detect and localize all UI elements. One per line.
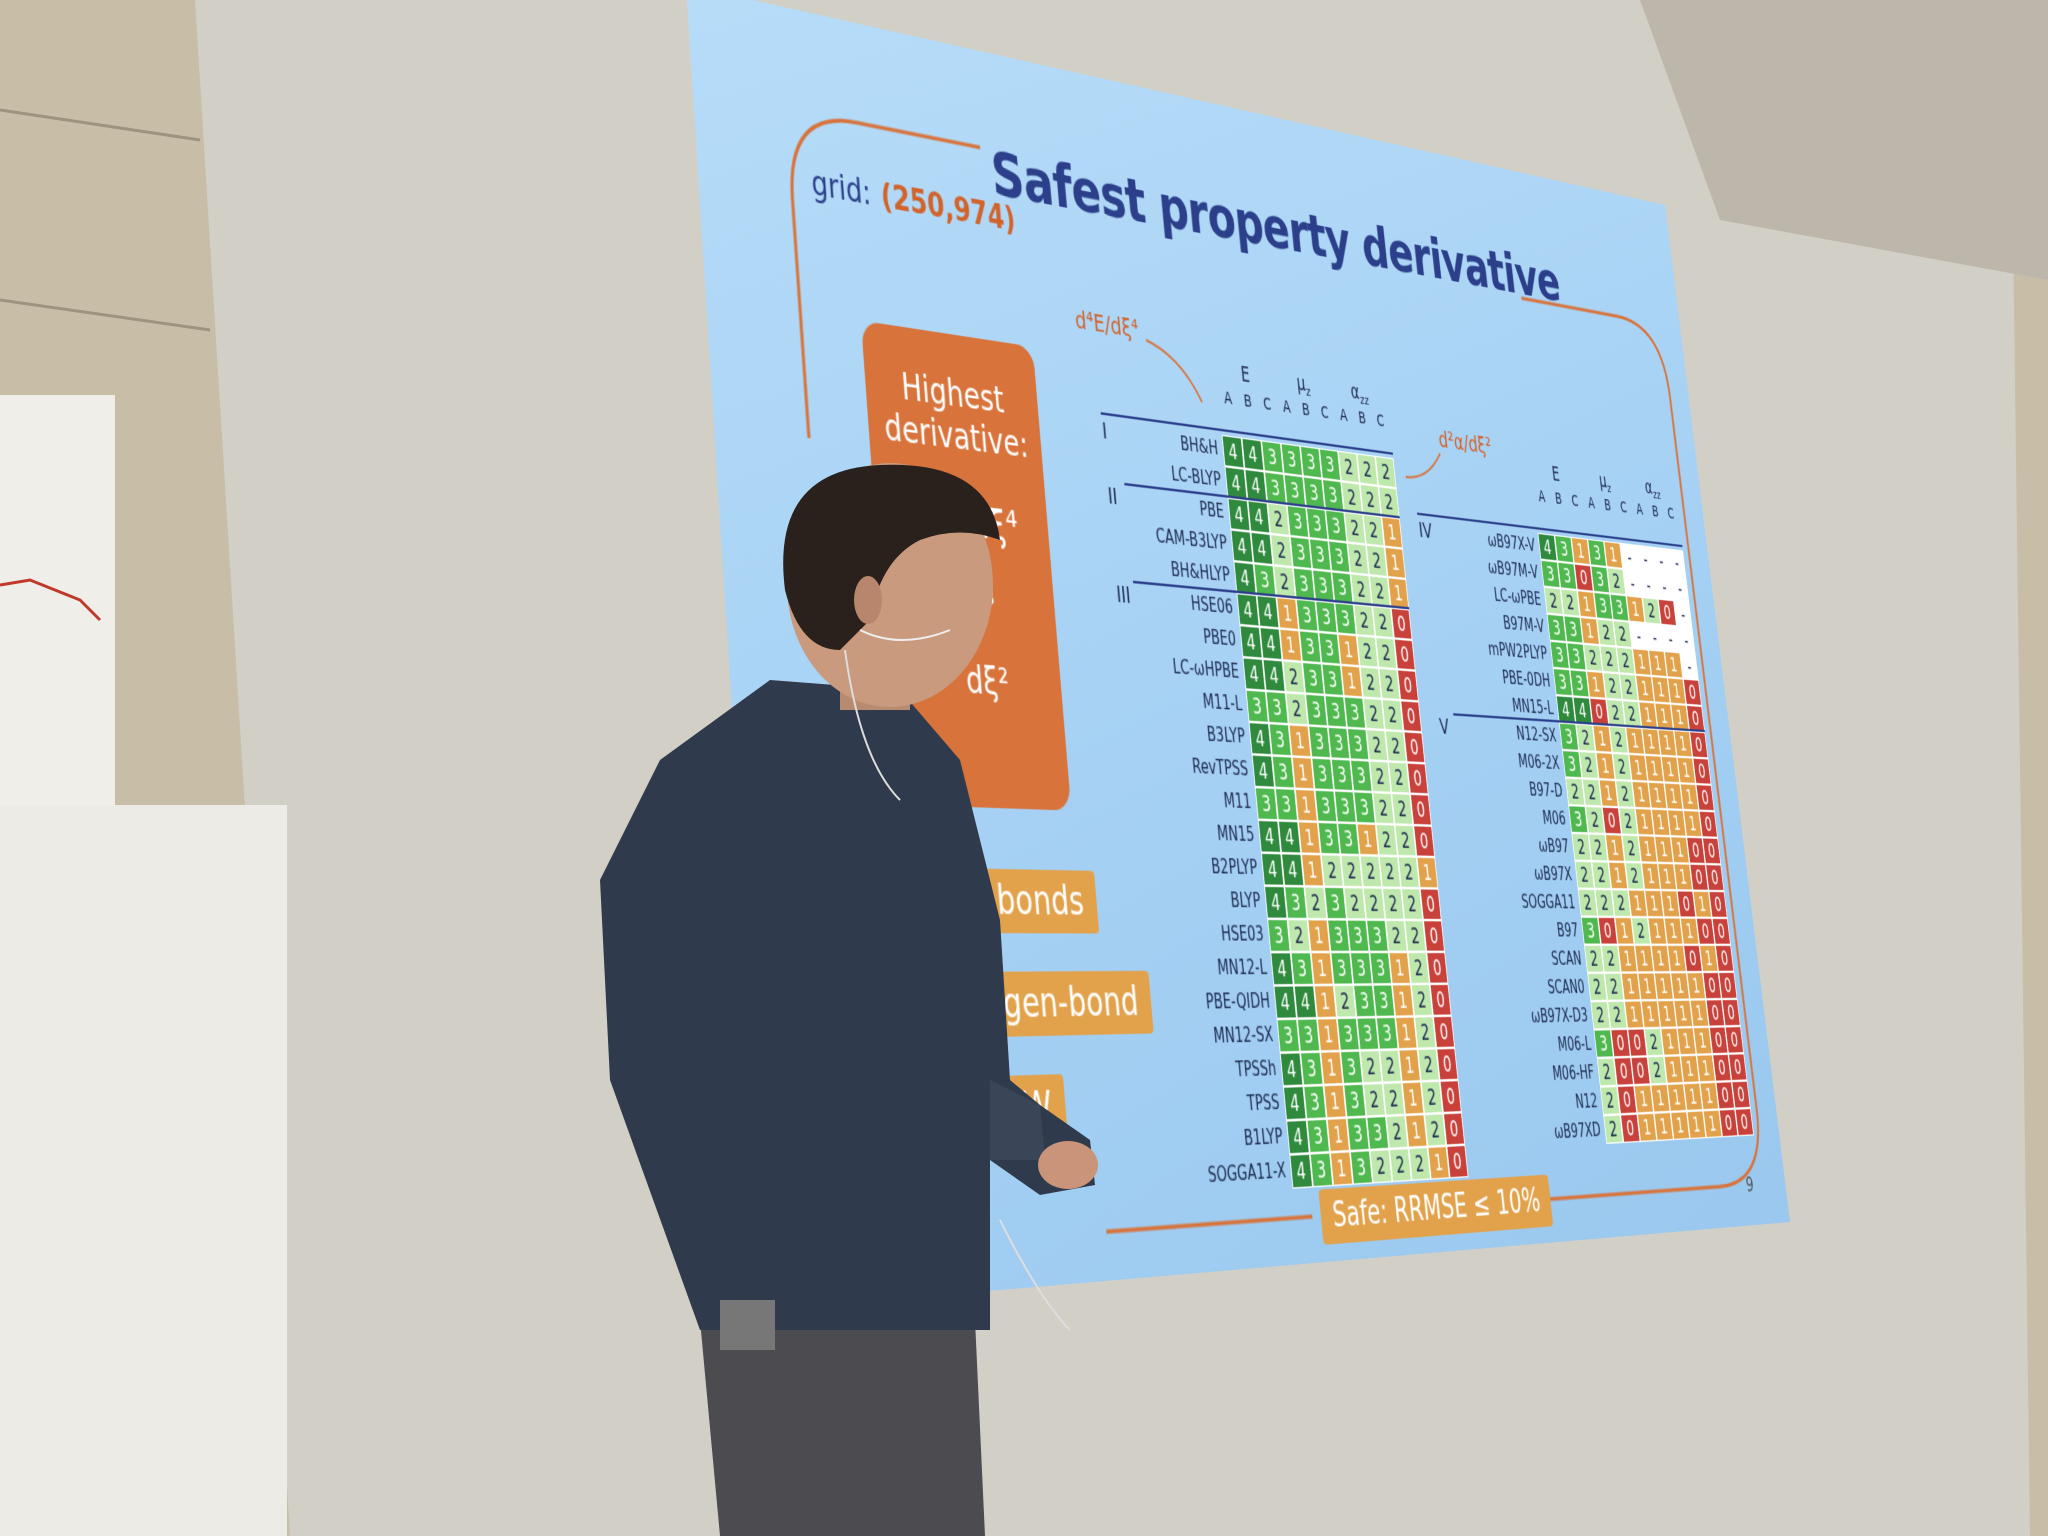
- cable: [844, 649, 1071, 1331]
- ceiling: [1640, 0, 2048, 280]
- headset: [859, 629, 951, 641]
- banner: [0, 395, 115, 815]
- hand: [1038, 1141, 1098, 1189]
- banner-line: [0, 578, 102, 622]
- jeans: [700, 1320, 985, 1536]
- sleeve: [990, 1080, 1045, 1160]
- wall-seam: [0, 298, 211, 332]
- wall-seam: [0, 108, 201, 142]
- podium: [0, 805, 287, 1536]
- ear: [854, 576, 882, 624]
- shirt: [600, 680, 1095, 1330]
- transmitter: [720, 1300, 775, 1350]
- hair: [783, 464, 1000, 650]
